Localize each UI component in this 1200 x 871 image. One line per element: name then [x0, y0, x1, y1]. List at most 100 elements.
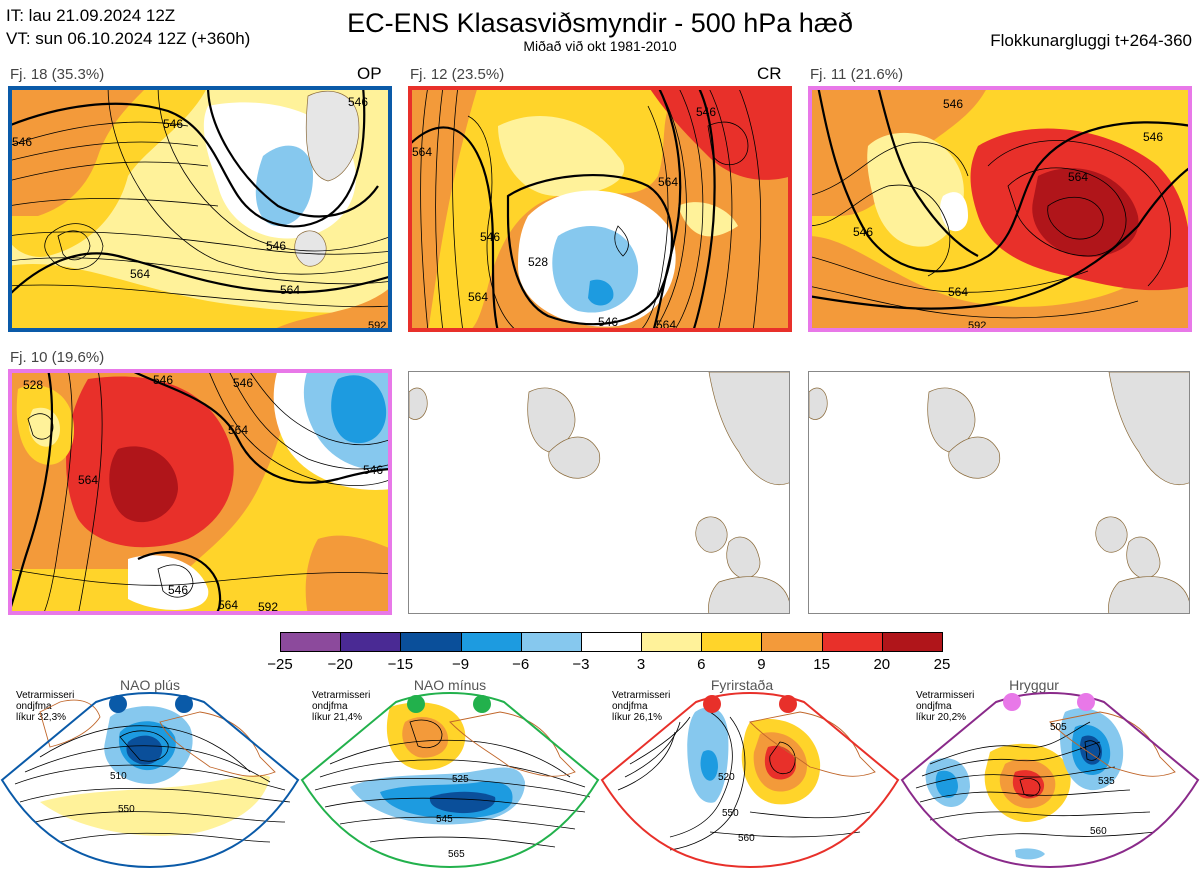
contour-label: 510 [110, 771, 127, 782]
regime-nao-minus-svg: 525 545 565 [300, 692, 600, 869]
contour-label: 546 [943, 97, 963, 111]
contour-label: 564 [228, 423, 248, 437]
regime-note: Vetrarmisseri ondjfma líkur 32,3% [16, 690, 75, 723]
cluster-map-panel-4[interactable]: 528 546 546 564 564 546 546 564 592 [8, 369, 392, 615]
contour-label: 564 [468, 290, 488, 304]
empty-map-panel-2 [808, 371, 1190, 614]
regime-blocking[interactable]: Vetrarmisseri ondjfma líkur 26,1% Fyrirs… [600, 672, 900, 871]
panel-3-label: Fj. 11 (21.6%) [810, 66, 904, 83]
regime-nao-plus-svg: 510 550 [0, 692, 300, 869]
contour-label: 546 [696, 105, 716, 119]
regime-dot-icon [473, 695, 491, 713]
regime-title: NAO plús [120, 677, 180, 693]
colorbar-tick-label: 6 [697, 656, 706, 673]
panel-1-tag: OP [357, 64, 382, 83]
colorbar-swatch [701, 632, 763, 652]
colorbar-tick-label: 3 [636, 656, 646, 673]
regime-title: Hryggur [1009, 677, 1059, 693]
contour-label: 564 [130, 267, 150, 281]
regime-dot-icon [703, 695, 721, 713]
contour-label: 564 [658, 175, 678, 189]
contour-label: 564 [78, 473, 98, 487]
contour-label: 565 [448, 849, 465, 860]
contour-label: 550 [118, 804, 135, 815]
regime-dot-icon [1077, 693, 1095, 711]
page-title: EC-ENS Klasasviðsmyndir - 500 hPa hæð [347, 8, 853, 38]
regime-nao-minus[interactable]: Vetrarmisseri ondjfma líkur 21,4% NAO mí… [300, 672, 600, 871]
contour-label: 592 [968, 320, 986, 332]
cluster-map-3-svg: 546 546 564 546 564 592 [808, 86, 1192, 332]
contour-label: 546 [163, 117, 183, 131]
colorbar [280, 632, 943, 652]
contour-label: 546 [598, 315, 618, 329]
contour-label: 550 [722, 808, 739, 819]
colorbar-swatch [400, 632, 462, 652]
contour-label: 560 [738, 833, 755, 844]
contour-label: 528 [528, 255, 548, 269]
colorbar-tick-label: −15 [387, 656, 414, 673]
contour-label: 564 [412, 145, 432, 159]
cluster-map-panel-2[interactable]: 546 564 564 546 564 528 546 564 [408, 86, 792, 332]
regime-row: Vetrarmisseri ondjfma líkur 32,3% NAO pl… [0, 672, 1200, 871]
contour-label: 546 [348, 95, 368, 109]
contour-label: 564 [218, 598, 238, 612]
contour-label: 546 [480, 230, 500, 244]
contour-label: 525 [452, 774, 469, 785]
contour-label: 560 [1090, 826, 1107, 837]
cluster-map-panel-1[interactable]: 546 546 564 546 564 546 592 [8, 86, 392, 332]
colorbar-swatch [580, 632, 643, 652]
empty-map-panel-1 [408, 371, 790, 614]
colorbar-swatch [460, 632, 522, 652]
cluster-map-1-svg: 546 546 564 546 564 546 592 [8, 86, 392, 332]
regime-note: Vetrarmisseri ondjfma líkur 21,4% [312, 690, 371, 723]
valid-time: VT: sun 06.10.2024 12Z (+360h) [6, 29, 251, 48]
classification-window: Flokkunargluggi t+264-360 [990, 31, 1192, 50]
regime-title: NAO mínus [413, 677, 487, 693]
contour-label: 528 [23, 378, 43, 392]
regime-nao-plus[interactable]: Vetrarmisseri ondjfma líkur 32,3% NAO pl… [0, 672, 300, 871]
regime-dot-icon [407, 695, 425, 713]
colorbar-swatch [340, 632, 402, 652]
panel-2-label: Fj. 12 (23.5%) [410, 66, 505, 83]
colorbar-swatch [280, 632, 342, 652]
colorbar-swatch [761, 632, 823, 652]
panel-1-label: Fj. 18 (35.3%) [10, 66, 105, 83]
panel-4-label: Fj. 10 (19.6%) [10, 349, 105, 366]
cluster-map-4-svg: 528 546 546 564 564 546 546 564 592 [8, 369, 392, 615]
cluster-map-2-svg: 546 564 564 546 564 528 546 564 [408, 86, 792, 332]
contour-label: 546 [233, 376, 253, 390]
regime-note: Vetrarmisseri ondjfma líkur 20,2% [916, 690, 975, 723]
contour-label: 535 [1098, 776, 1115, 787]
regime-ridge[interactable]: Vetrarmisseri ondjfma líkur 20,2% Hryggu… [900, 672, 1200, 871]
contour-label: 520 [718, 772, 735, 783]
contour-label: 546 [363, 463, 383, 477]
panel-2-tag: CR [757, 64, 782, 83]
colorbar-tick-label: −6 [512, 656, 530, 673]
contour-label: 564 [656, 318, 676, 332]
regime-dot-icon [1003, 693, 1021, 711]
colorbar-tick-label: 25 [933, 656, 951, 673]
contour-label: 592 [368, 320, 386, 332]
cluster-map-panel-3[interactable]: 546 546 564 546 564 592 [808, 86, 1192, 332]
contour-label: 546 [12, 135, 32, 149]
colorbar-swatch [641, 632, 703, 652]
contour-label: 546 [853, 225, 873, 239]
colorbar-tick-label: 20 [873, 656, 891, 673]
colorbar-swatch [821, 632, 883, 652]
contour-label: 564 [280, 283, 300, 297]
colorbar-swatch [881, 632, 943, 652]
colorbar-tick-label: −25 [267, 656, 293, 673]
init-time: IT: lau 21.09.2024 12Z [6, 6, 176, 25]
header-info: IT: lau 21.09.2024 12Z VT: sun 06.10.202… [6, 4, 250, 50]
colorbar-tick-label: −20 [327, 656, 353, 673]
colorbar-swatch [520, 632, 582, 652]
base-map-1-svg [409, 372, 789, 613]
colorbar-tick-label: 9 [757, 656, 766, 673]
regime-dot-icon [175, 695, 193, 713]
contour-label: 546 [168, 583, 188, 597]
contour-label: 505 [1050, 722, 1067, 733]
colorbar-tick-label: 15 [813, 656, 830, 673]
regime-ridge-svg: 505 535 560 [900, 692, 1200, 869]
regime-dot-icon [109, 695, 127, 713]
contour-label: 564 [948, 285, 968, 299]
